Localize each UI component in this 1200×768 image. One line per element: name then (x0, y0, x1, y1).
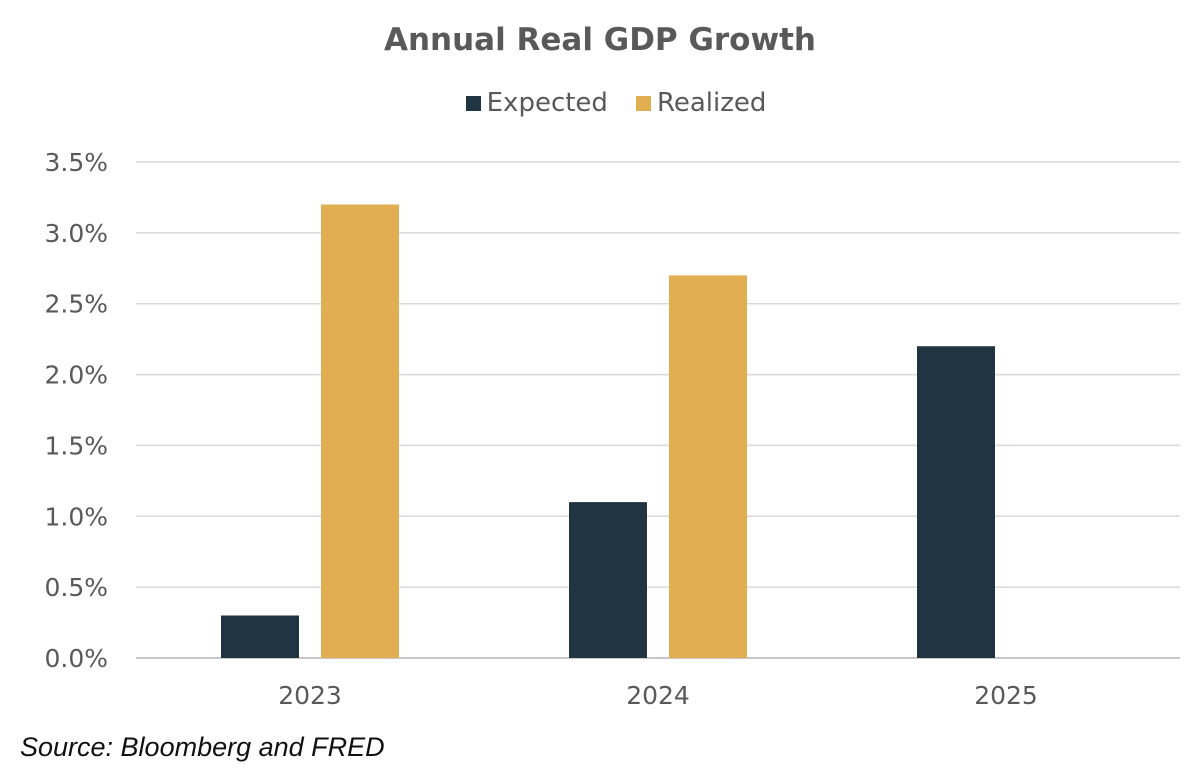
y-tick-label: 1.0% (44, 502, 108, 531)
bar-expected-2023 (221, 615, 299, 658)
y-tick-label: 2.0% (44, 361, 108, 390)
legend-label-expected: Expected (486, 88, 608, 118)
x-tick-label: 2024 (626, 681, 690, 710)
x-tick-label: 2023 (278, 681, 342, 710)
chart-title: Annual Real GDP Growth (383, 22, 817, 58)
y-tick-label: 0.0% (44, 644, 108, 673)
legend-label-realized: Realized (656, 88, 767, 118)
source-note: Source: Bloomberg and FRED (20, 732, 385, 762)
y-axis: 0.0% 0.5% 1.0% 1.5% 2.0% 2.5% 3.0% 3.5% (44, 148, 108, 673)
gridlines (136, 161, 1180, 659)
y-tick-label: 1.5% (44, 431, 108, 460)
x-axis: 2023 2024 2025 (278, 681, 1038, 710)
bar-realized-2023 (321, 204, 399, 658)
bar-realized-2024 (669, 275, 747, 658)
legend-swatch-expected (465, 95, 481, 111)
legend-item-expected: Expected (465, 88, 608, 118)
y-tick-label: 2.5% (44, 290, 108, 319)
y-tick-label: 0.5% (44, 573, 108, 602)
bar-expected-2024 (569, 502, 647, 658)
bar-expected-2025 (917, 346, 995, 658)
legend: Expected Realized (0, 88, 1200, 118)
bars (221, 204, 995, 658)
legend-item-realized: Realized (635, 88, 767, 118)
legend-swatch-realized (635, 95, 651, 111)
y-tick-label: 3.5% (44, 148, 108, 177)
x-tick-label: 2025 (974, 681, 1038, 710)
y-tick-label: 3.0% (44, 219, 108, 248)
